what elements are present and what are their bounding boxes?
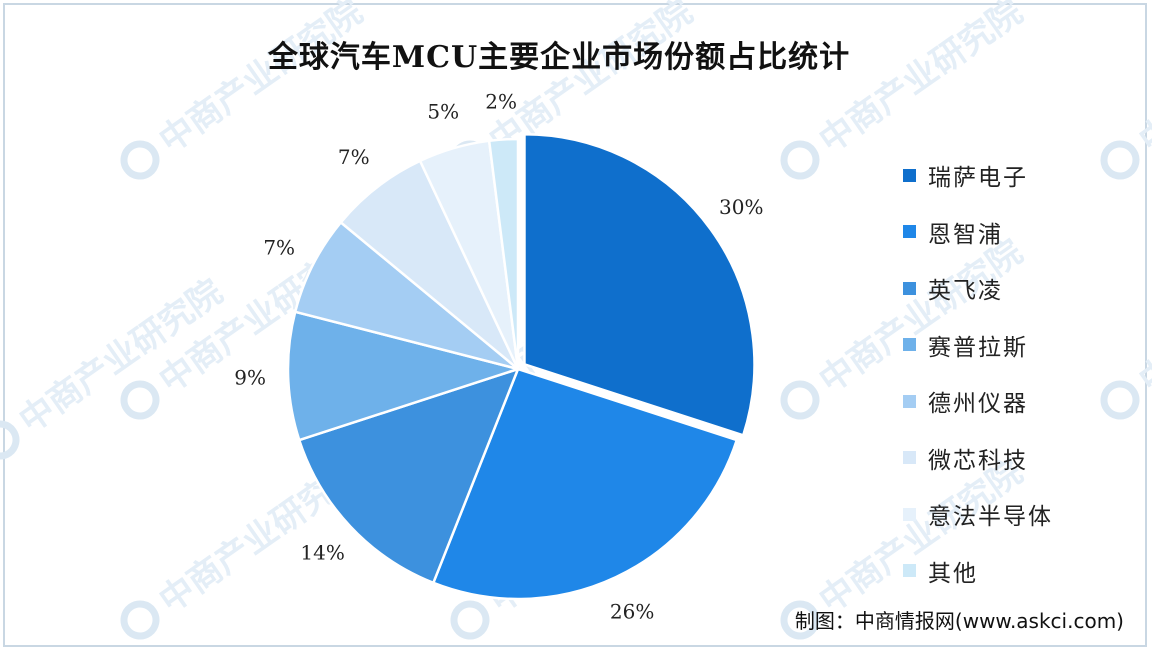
legend-item[interactable]: 瑞萨电子 [903, 147, 1053, 204]
legend-swatch [903, 451, 916, 465]
slice-value-label: 5% [427, 100, 459, 124]
legend-item[interactable]: 赛普拉斯 [903, 317, 1053, 374]
legend-swatch [903, 394, 916, 408]
pie-slice[interactable] [487, 137, 520, 370]
slice-value-label: 26% [610, 599, 654, 623]
legend-item[interactable]: 英飞凌 [903, 260, 1053, 317]
legend-swatch [903, 281, 916, 295]
legend-label: 赛普拉斯 [928, 334, 1028, 361]
slice-value-label: 7% [263, 235, 295, 259]
legend-item[interactable]: 恩智浦 [903, 204, 1053, 261]
legend-swatch [903, 225, 916, 239]
legend-swatch [903, 507, 916, 521]
source-note: 制图：中商情报网(www.askci.com) [794, 609, 1124, 633]
slice-value-label: 30% [719, 195, 763, 219]
legend-label: 英飞凌 [928, 278, 1003, 305]
legend-item[interactable]: 德州仪器 [903, 373, 1053, 430]
legend-label: 恩智浦 [928, 221, 1003, 248]
legend-label: 微芯科技 [928, 447, 1028, 474]
legend: 瑞萨电子恩智浦英飞凌赛普拉斯德州仪器微芯科技意法半导体其他 [903, 147, 1053, 599]
legend-label: 德州仪器 [928, 391, 1028, 418]
pie-slice[interactable] [293, 220, 519, 371]
legend-item[interactable]: 其他 [903, 543, 1053, 600]
legend-swatch [903, 338, 916, 352]
slice-value-label: 7% [338, 145, 370, 169]
chart-title: 全球汽车MCU主要企业市场份额占比统计 [267, 40, 851, 75]
pie-slice[interactable] [431, 367, 739, 601]
pie-slice[interactable] [523, 133, 756, 437]
slice-value-label: 14% [300, 540, 344, 564]
legend-item[interactable]: 意法半导体 [903, 486, 1053, 543]
slice-value-label: 2% [485, 90, 517, 114]
pie-slice[interactable] [339, 159, 520, 370]
legend-label: 瑞萨电子 [928, 165, 1028, 192]
slice-value-label: 9% [234, 365, 266, 389]
legend-label: 其他 [928, 560, 978, 587]
legend-item[interactable]: 微芯科技 [903, 430, 1053, 487]
pie-slice[interactable] [286, 310, 523, 442]
legend-label: 意法半导体 [928, 504, 1053, 531]
legend-swatch [903, 168, 916, 182]
legend-swatch [903, 564, 916, 578]
